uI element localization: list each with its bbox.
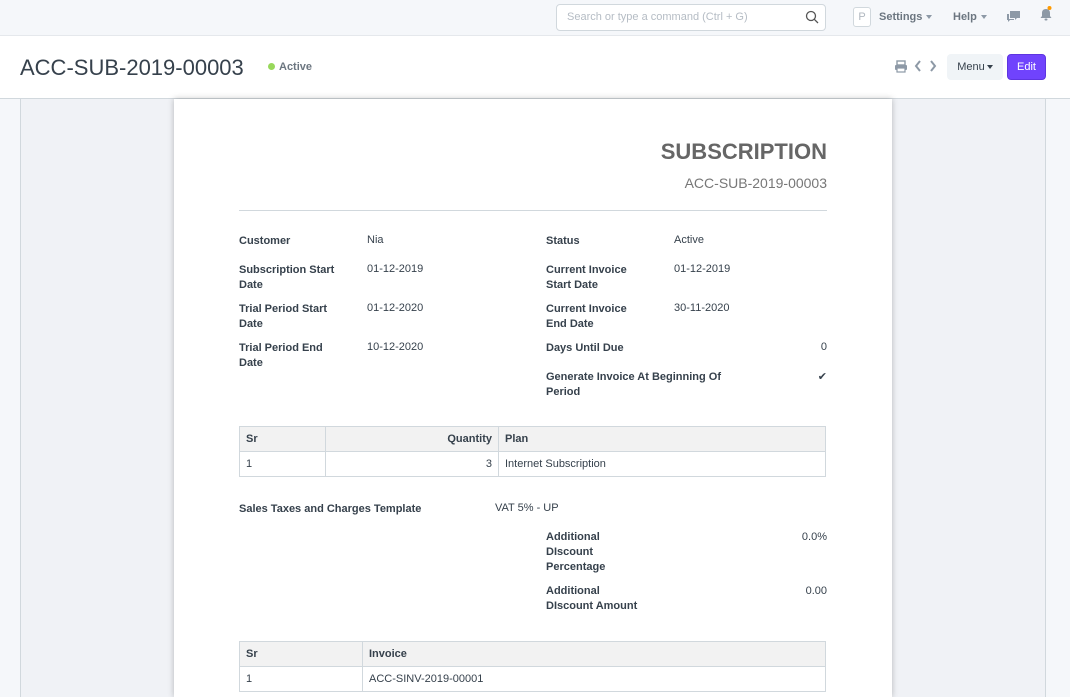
checkmark-icon: ✔ (817, 371, 827, 383)
field-value: 30-11-2020 (674, 302, 730, 314)
field-label: Trial Period End Date (239, 342, 323, 369)
field-label: Subscription Start Date (239, 264, 335, 291)
notification-bell-icon[interactable] (1039, 6, 1053, 22)
field-label: Status (546, 235, 580, 247)
table-row: 1 3 Internet Subscription (239, 451, 826, 477)
status-indicator: Active (268, 61, 312, 73)
caret-down-icon (980, 15, 987, 20)
field-value: 01-12-2019 (674, 263, 731, 275)
col-header-quantity: Quantity (325, 426, 499, 452)
navbar: Search or type a command (Ctrl + G) P Se… (0, 0, 1070, 36)
field-label: Current Invoice End Date (546, 303, 627, 330)
field-label: Customer (239, 235, 291, 247)
search-placeholder: Search or type a command (Ctrl + G) (567, 11, 748, 23)
field-label: Generate Invoice At Beginning Of Period (546, 371, 722, 398)
plans-table: Sr Quantity Plan 1 3 Internet Subscription (239, 426, 826, 477)
discount-percentage-value: 0.0% (801, 531, 827, 543)
col-header-invoice: Invoice (362, 641, 826, 667)
search-input[interactable]: Search or type a command (Ctrl + G) (556, 4, 826, 31)
discount-percentage-label: Additional DIscount Percentage (546, 531, 606, 573)
invoices-table: Sr Invoice 1 ACC-SINV-2019-00001 (239, 641, 826, 692)
cell-sr: 1 (239, 451, 326, 477)
cell-plan: Internet Subscription (498, 451, 826, 477)
tax-template-value: VAT 5% - UP (495, 502, 559, 514)
cell-sr: 1 (239, 666, 363, 692)
field-label: Trial Period Start Date (239, 303, 328, 330)
help-dropdown[interactable]: Help (953, 11, 987, 23)
search-icon (805, 10, 819, 24)
doc-name: ACC-SUB-2019-00003 (684, 175, 827, 191)
menu-label: Menu (957, 61, 985, 73)
cell-quantity: 3 (325, 451, 499, 477)
field-label: Current Invoice Start Date (546, 264, 627, 291)
caret-down-icon (986, 65, 993, 70)
discount-amount-label: Additional DIscount Amount (546, 585, 638, 612)
print-icon[interactable] (894, 60, 908, 73)
field-value: Active (674, 234, 704, 246)
avatar[interactable]: P (853, 7, 871, 27)
settings-label: Settings (879, 11, 923, 23)
divider (239, 210, 827, 211)
status-label: Active (279, 61, 313, 73)
cell-invoice: ACC-SINV-2019-00001 (362, 666, 826, 692)
help-label: Help (953, 11, 977, 23)
field-value: 01-12-2020 (367, 302, 424, 314)
field-value: 01-12-2019 (367, 263, 424, 275)
table-row: 1 ACC-SINV-2019-00001 (239, 666, 826, 692)
edit-button[interactable]: Edit (1007, 54, 1046, 80)
doc-heading: SUBSCRIPTION (660, 139, 827, 164)
field-label: Days Until Due (546, 342, 624, 354)
field-value: Nia (367, 234, 384, 246)
next-icon[interactable] (929, 60, 937, 72)
chat-icon[interactable] (1006, 10, 1021, 23)
print-page: SUBSCRIPTION ACC-SUB-2019-00003 Sr Quanti… (174, 99, 892, 697)
field-value: 0 (820, 341, 827, 353)
col-header-plan: Plan (498, 426, 826, 452)
col-header-sr: Sr (239, 641, 363, 667)
tax-template-label: Sales Taxes and Charges Template (239, 503, 422, 515)
field-value: 10-12-2020 (367, 341, 424, 353)
page-header: ACC-SUB-2019-00003 Active Menu Edit (0, 36, 1070, 99)
discount-amount-value: 0.00 (805, 585, 827, 597)
settings-dropdown[interactable]: Settings (879, 11, 933, 23)
previous-icon[interactable] (914, 60, 922, 72)
status-dot-icon (268, 63, 275, 70)
col-header-sr: Sr (239, 426, 326, 452)
page-title: ACC-SUB-2019-00003 (20, 55, 244, 80)
menu-button[interactable]: Menu (947, 54, 1003, 80)
caret-down-icon (926, 15, 933, 20)
